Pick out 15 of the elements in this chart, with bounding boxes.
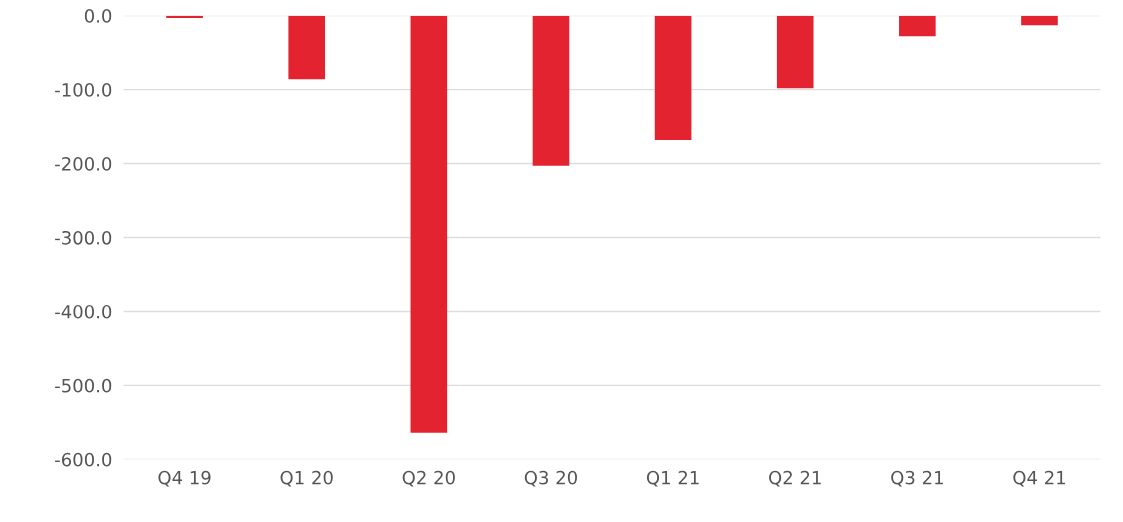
x-tick-label: Q1 21 (646, 470, 699, 487)
y-tick-label: -500.0 (55, 378, 112, 393)
x-tick-label: Q4 19 (158, 470, 211, 487)
y-tick-label: -200.0 (55, 157, 112, 171)
x-tick-label: Q1 20 (280, 470, 333, 487)
x-tick-label: Q4 21 (1013, 470, 1066, 487)
x-tick-label: Q3 20 (524, 470, 577, 487)
y-tick-label: -100.0 (55, 83, 112, 97)
x-tick-label: Q2 20 (402, 470, 455, 487)
y-tick-label: -300.0 (55, 230, 112, 245)
y-tick-label: -400.0 (55, 304, 112, 319)
x-tick-label: Q3 21 (891, 470, 943, 487)
y-tick-label: 0.0 (84, 9, 112, 23)
x-tick-label: Q2 21 (769, 470, 821, 487)
y-tick-label: -600.0 (55, 452, 112, 467)
